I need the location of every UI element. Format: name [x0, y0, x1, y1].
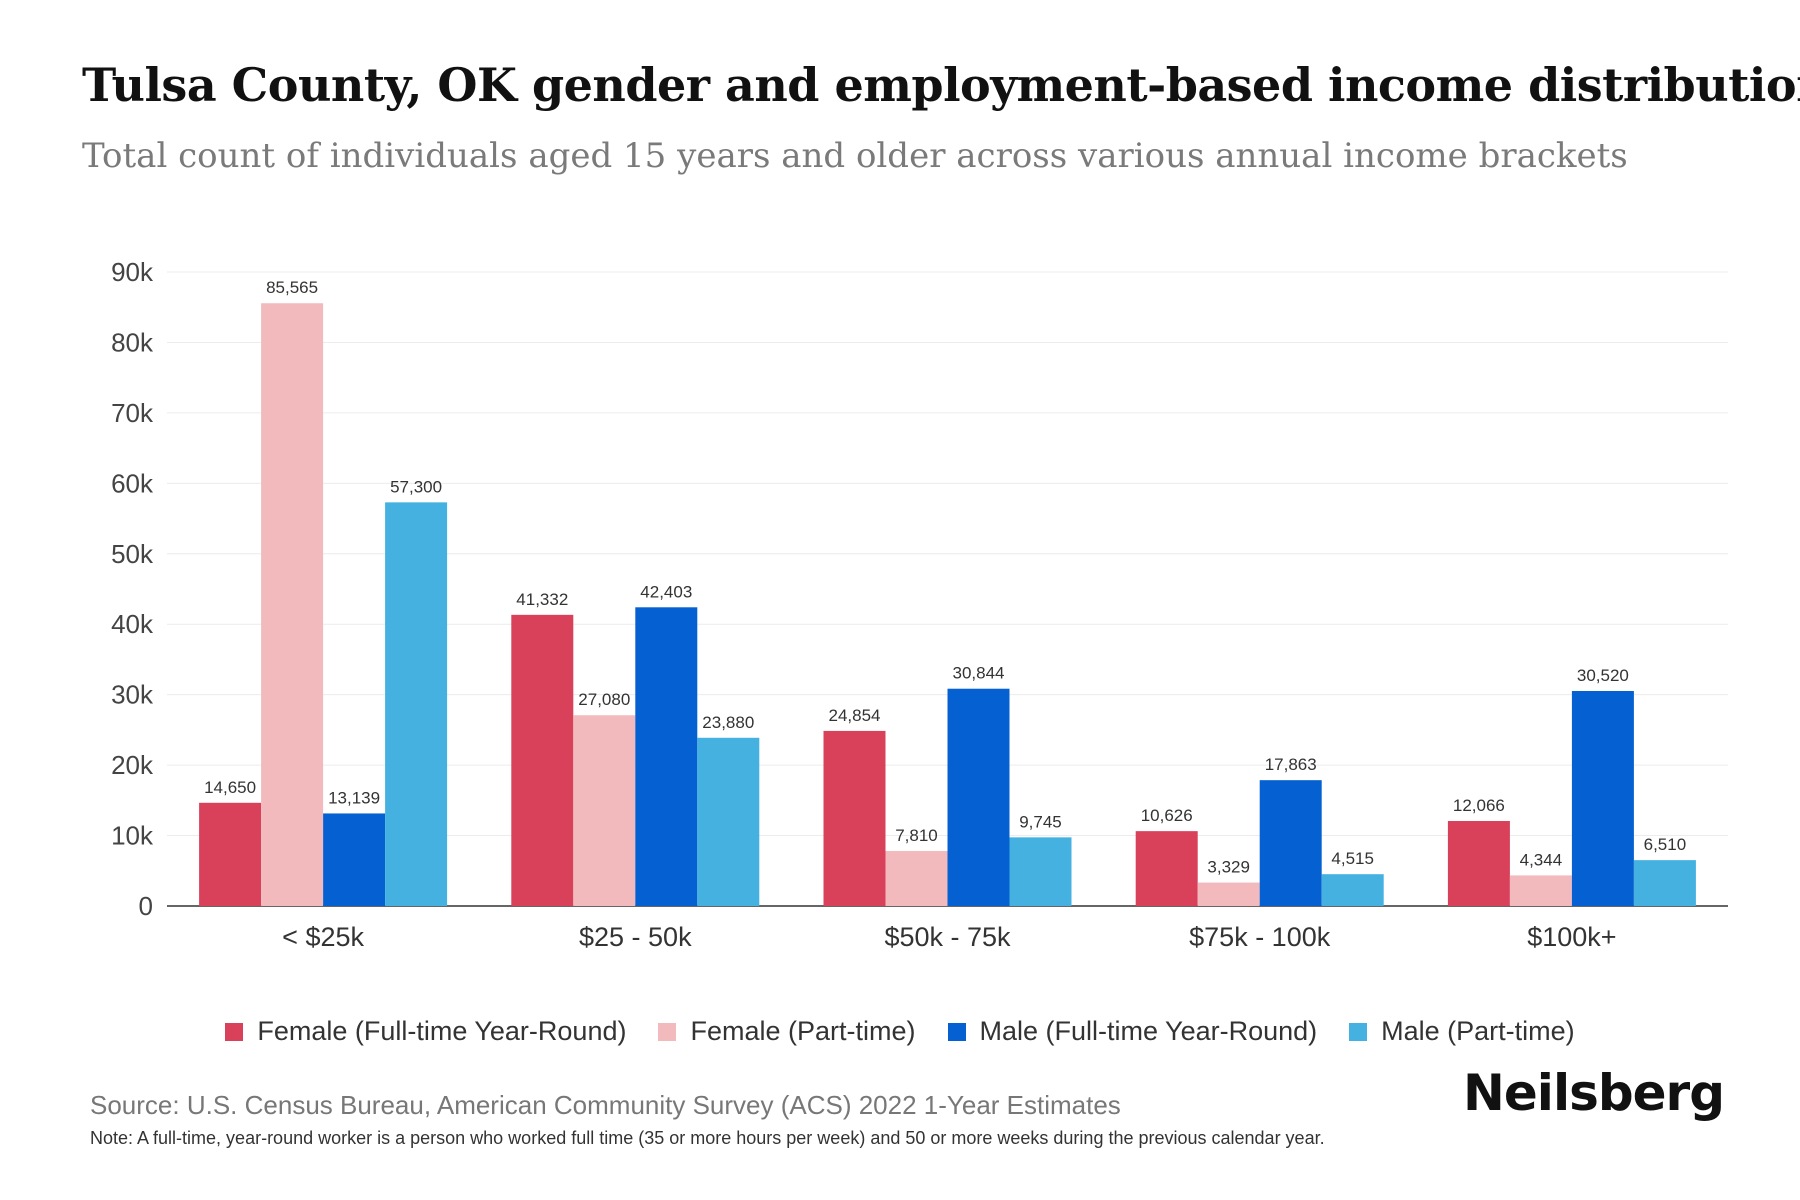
legend-label: Male (Part-time)	[1381, 1016, 1575, 1046]
bar	[385, 502, 448, 906]
data-label: 12,066	[1453, 796, 1505, 815]
bar	[323, 813, 386, 906]
legend-swatch	[1349, 1022, 1368, 1041]
data-label: 57,300	[390, 477, 442, 496]
data-label: 3,329	[1207, 858, 1250, 877]
brand-logo: Neilsberg	[1463, 1064, 1725, 1122]
bar	[1197, 882, 1260, 906]
x-tick-label: < $25k	[282, 922, 364, 952]
bar	[511, 614, 574, 906]
legend-item: Female (Part-time)	[658, 1016, 916, 1047]
bar	[573, 715, 636, 906]
x-tick-label: $100k+	[1527, 922, 1616, 952]
y-tick-label: 70k	[111, 398, 154, 428]
bar-chart: 0 10k 20k 30k 40k 50k 60k 70k 80k 90k 14,650 85,565…	[111, 257, 1728, 952]
legend-label: Female (Full-time Year-Round)	[257, 1016, 627, 1046]
bar	[1633, 860, 1696, 906]
x-tick-label: $75k - 100k	[1189, 922, 1331, 952]
bar	[261, 303, 324, 907]
data-label: 85,565	[266, 278, 318, 297]
data-label: 24,854	[829, 706, 881, 725]
data-label: 4,344	[1520, 850, 1563, 869]
legend-swatch	[947, 1022, 966, 1041]
bar	[885, 850, 948, 906]
data-label: 4,515	[1331, 849, 1374, 868]
y-tick-label: 50k	[111, 539, 154, 569]
y-tick-label: 30k	[111, 680, 154, 710]
legend-swatch	[658, 1022, 677, 1041]
bar	[697, 737, 760, 906]
data-label: 23,880	[702, 713, 754, 732]
bar	[823, 730, 886, 906]
legend-swatch	[225, 1022, 244, 1041]
bar	[1259, 780, 1322, 906]
legend-item: Male (Full-time Year-Round)	[947, 1016, 1318, 1047]
y-tick-label: 0	[139, 891, 153, 921]
y-tick-label: 10k	[111, 821, 154, 851]
data-label: 6,510	[1644, 835, 1687, 854]
chart-subtitle: Total count of individuals aged 15 years…	[82, 136, 1628, 176]
data-label: 13,139	[328, 788, 380, 807]
x-tick-label: $25 - 50k	[579, 922, 692, 952]
bar	[1321, 874, 1384, 906]
y-tick-label: 60k	[111, 468, 154, 498]
chart-title: Tulsa County, OK gender and employment-b…	[82, 58, 1800, 112]
data-label: 30,520	[1577, 666, 1629, 685]
bar	[1509, 875, 1572, 906]
x-tick-label: $50k - 75k	[884, 922, 1011, 952]
y-tick-label: 20k	[111, 750, 154, 780]
data-label: 17,863	[1265, 755, 1317, 774]
legend: Female (Full-time Year-Round) Female (Pa…	[0, 1016, 1800, 1047]
data-label: 42,403	[640, 582, 692, 601]
source-text: Source: U.S. Census Bureau, American Com…	[90, 1090, 1121, 1120]
bar	[1571, 691, 1634, 906]
y-tick-label: 40k	[111, 609, 154, 639]
data-label: 7,810	[895, 826, 938, 845]
legend-item: Female (Full-time Year-Round)	[225, 1016, 626, 1047]
legend-label: Female (Part-time)	[690, 1016, 916, 1046]
bar	[947, 688, 1010, 906]
data-label: 14,650	[204, 778, 256, 797]
data-label: 10,626	[1141, 806, 1193, 825]
legend-label: Male (Full-time Year-Round)	[979, 1016, 1318, 1046]
bar	[1447, 821, 1510, 906]
bar	[199, 802, 262, 906]
data-label: 9,745	[1019, 812, 1062, 831]
bar	[635, 607, 698, 906]
y-tick-label: 90k	[111, 257, 154, 287]
note-text: Note: A full-time, year-round worker is …	[90, 1128, 1325, 1148]
legend-item: Male (Part-time)	[1349, 1016, 1575, 1047]
data-label: 30,844	[953, 664, 1005, 683]
data-label: 27,080	[578, 690, 630, 709]
bar	[1135, 831, 1198, 906]
y-tick-label: 80k	[111, 327, 154, 357]
data-label: 41,332	[516, 590, 568, 609]
bar	[1009, 837, 1072, 906]
